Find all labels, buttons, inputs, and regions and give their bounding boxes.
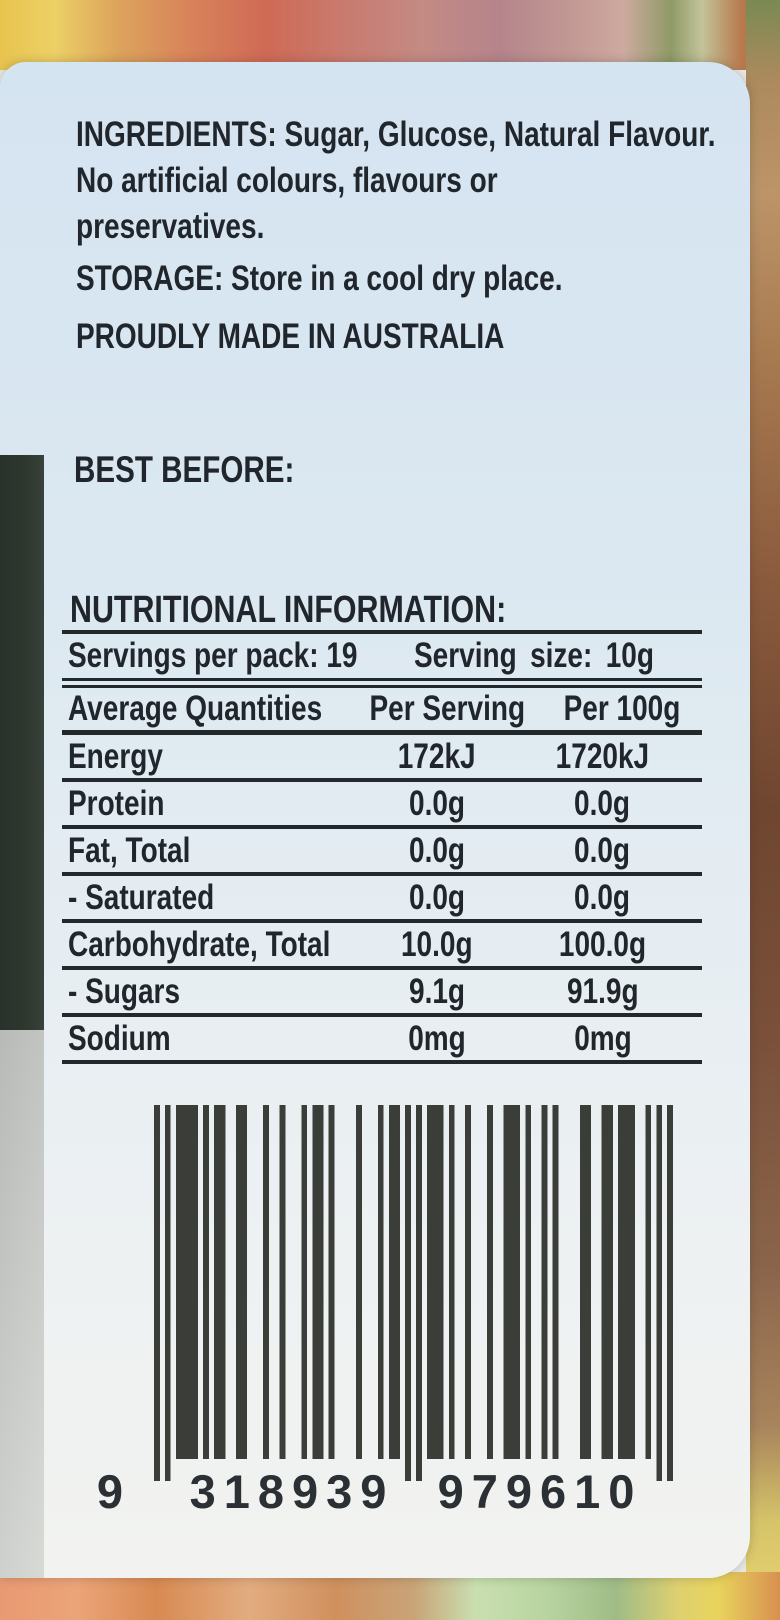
value-per-serving: 0mg — [408, 1019, 466, 1058]
table-rule — [62, 1060, 702, 1064]
ingredients-line: preservatives. — [76, 207, 265, 246]
barcode-digits-right: 979610 — [437, 1465, 643, 1518]
value-per-100g: 0.0g — [574, 831, 631, 870]
dark-green-strip — [0, 455, 44, 1030]
best-before-label: BEST BEFORE: — [74, 449, 295, 490]
nutrient-label: - Sugars — [68, 972, 181, 1011]
made-in-text: PROUDLY MADE IN AUSTRALIA — [76, 317, 505, 356]
value-per-serving: 172kJ — [398, 737, 476, 776]
table-rule — [62, 730, 702, 735]
ingredients-line: No artificial colours, flavours or — [76, 161, 498, 200]
value-per-serving: 9.1g — [408, 972, 466, 1011]
table-rule — [62, 966, 702, 970]
nutrient-row-energy: Energy 172kJ 1720kJ — [62, 735, 702, 778]
gray-strip — [0, 1030, 44, 1578]
nutrient-label: Protein — [68, 784, 165, 823]
nutrition-table: Servings per pack: 19 Serving size: 10g … — [62, 630, 702, 1064]
storage-text: STORAGE: Store in a cool dry place. — [76, 259, 563, 298]
value-per-100g: 91.9g — [566, 972, 639, 1011]
value-per-100g: 0mg — [573, 1019, 632, 1058]
candy-photo-bottom — [0, 1572, 780, 1620]
nutrient-label: Carbohydrate, Total — [68, 925, 331, 964]
value-per-serving: 0.0g — [408, 831, 466, 870]
nutrient-label: Sodium — [68, 1019, 171, 1058]
product-label: INGREDIENTS: Sugar, Glucose, Natural Fla… — [0, 62, 750, 1578]
nutrient-label: - Saturated — [68, 878, 215, 917]
table-rule — [62, 630, 702, 634]
table-rule — [62, 825, 702, 829]
value-per-100g: 100.0g — [558, 925, 647, 964]
header-average-quantities: Average Quantities — [68, 689, 323, 728]
header-per-100g: Per 100g — [563, 689, 681, 728]
nutrient-row-fat: Fat, Total 0.0g 0.0g — [62, 829, 702, 872]
table-header-row: Average Quantities Per Serving Per 100g — [62, 688, 702, 730]
table-rule — [62, 778, 702, 782]
value-per-serving: 10.0g — [401, 925, 473, 964]
header-per-serving: Per Serving — [369, 689, 526, 728]
barcode-digit-first: 9 — [96, 1465, 124, 1518]
nutrient-label: Energy — [68, 737, 163, 776]
value-per-serving: 0.0g — [408, 878, 466, 917]
ingredients-text: INGREDIENTS: Sugar, Glucose, Natural Fla… — [76, 112, 780, 250]
barcode-digits-left: 318939 — [189, 1465, 395, 1518]
serving-size: Serving size: 10g — [414, 636, 654, 675]
nutrient-row-saturated: - Saturated 0.0g 0.0g — [62, 876, 702, 919]
barcode: 9 318939 979610 — [90, 1105, 690, 1535]
nutrient-row-sodium: Sodium 0mg 0mg — [62, 1017, 702, 1060]
nutrient-label: Fat, Total — [68, 831, 191, 870]
nutrition-heading: NUTRITIONAL INFORMATION: — [70, 589, 507, 631]
servings-row: Servings per pack: 19 Serving size: 10g — [62, 634, 702, 678]
nutrient-row-sugars: - Sugars 9.1g 91.9g — [62, 970, 702, 1013]
nutrient-row-protein: Protein 0.0g 0.0g — [62, 782, 702, 825]
candy-photo-top — [0, 0, 780, 70]
value-per-serving: 0.0g — [408, 784, 466, 823]
table-rule — [62, 872, 702, 876]
value-per-100g: 0.0g — [574, 784, 631, 823]
ingredients-line: INGREDIENTS: Sugar, Glucose, Natural Fla… — [76, 115, 716, 154]
nutrient-row-carbohydrate: Carbohydrate, Total 10.0g 100.0g — [62, 923, 702, 966]
table-rule — [62, 1013, 702, 1017]
table-rule-double — [62, 678, 702, 688]
value-per-100g: 0.0g — [574, 878, 631, 917]
candy-photo-right — [746, 0, 780, 1620]
value-per-100g: 1720kJ — [555, 737, 650, 776]
servings-per-pack: Servings per pack: 19 — [68, 636, 358, 675]
table-rule — [62, 919, 702, 923]
